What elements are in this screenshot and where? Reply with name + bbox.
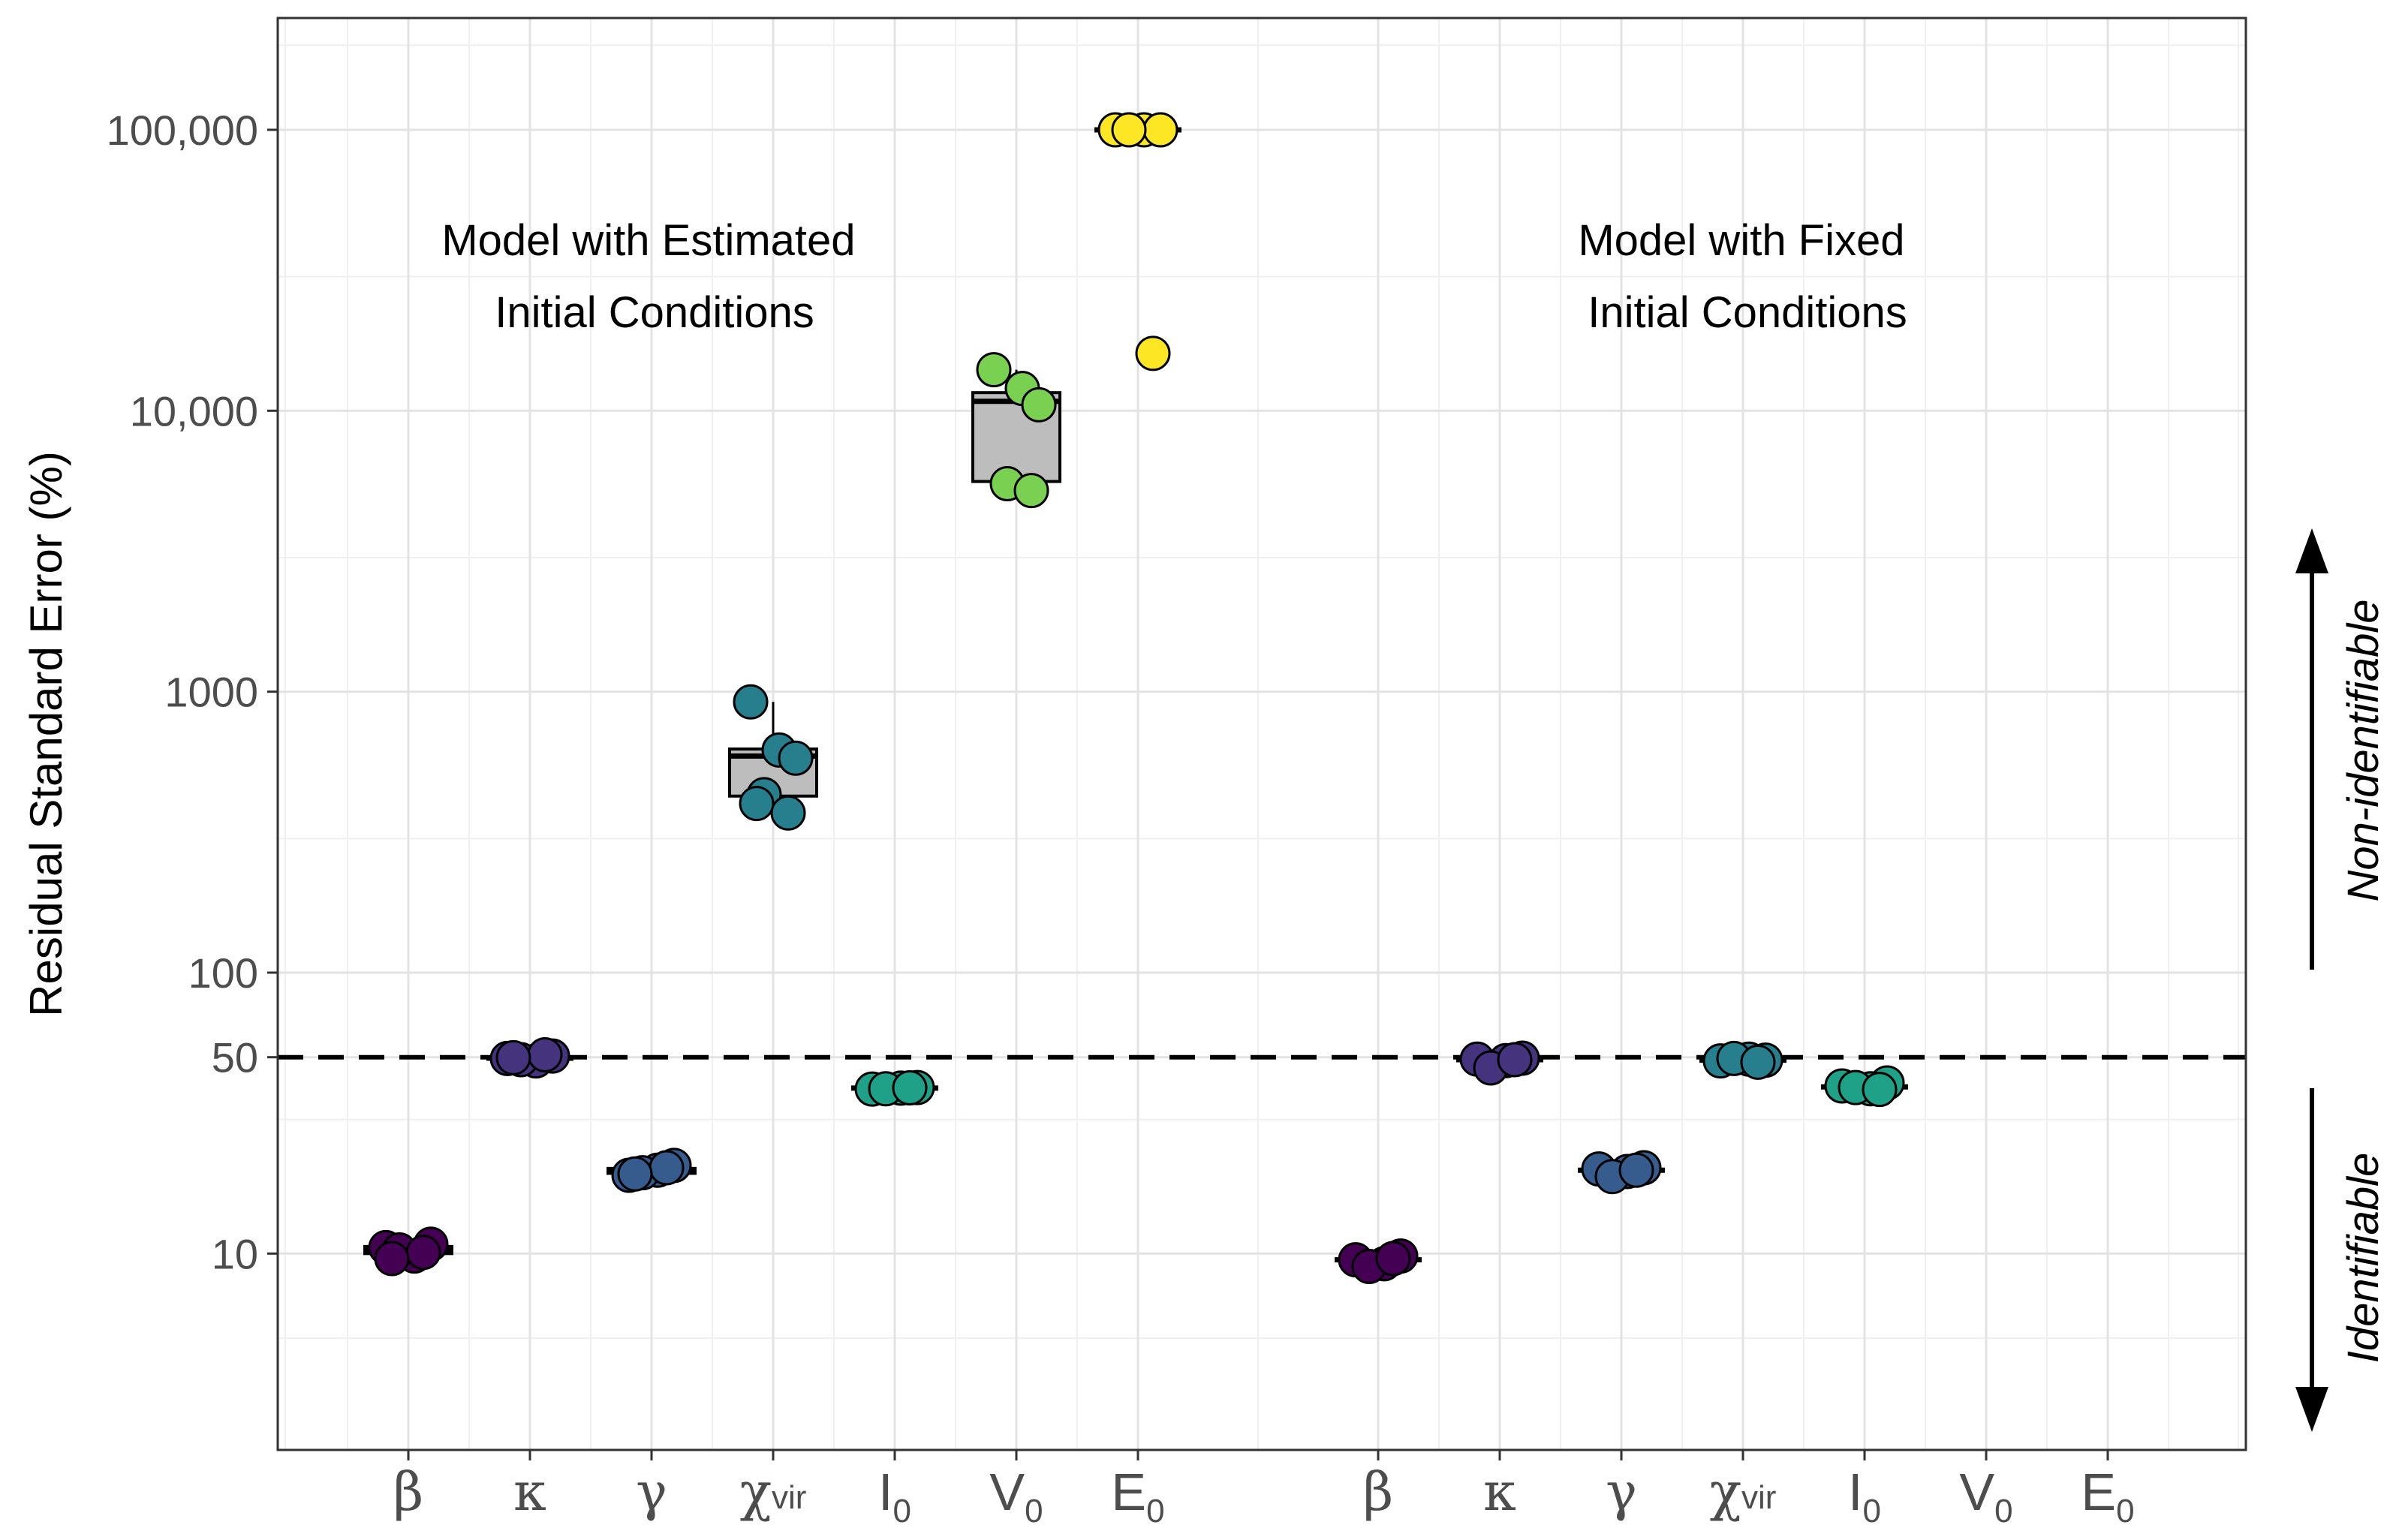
x-tick-label-est-v0: V0 (989, 1463, 1043, 1529)
data-point-est-chivir-0 (733, 684, 769, 720)
non-identifiable-label: Non-identifiable (2339, 599, 2388, 901)
identifiable-indicator: Identifiable (2295, 1088, 2388, 1432)
identifiable-label: Identifiable (2339, 1153, 2388, 1364)
data-point-fix-beta-4 (1375, 1241, 1411, 1277)
x-tick-label-fix-chivir: χvir (1710, 1461, 1777, 1523)
y-axis: 10 50 100 1000 10,000 100,000 (107, 107, 278, 1277)
data-point-est-chivir-5 (739, 786, 775, 822)
x-tick-label-est-gamma: γ (636, 1461, 667, 1523)
x-axis: β κ γ χvir I0 V0 E0 β κ γ χvir I0 V0 E0 (393, 1450, 2135, 1529)
y-tick-label-0: 10 (212, 1230, 258, 1277)
data-point-est-v0-0 (976, 352, 1012, 388)
plot-panel (278, 18, 2246, 1450)
data-point-est-v0-2 (1021, 387, 1057, 423)
data-point-est-kappa-4 (527, 1036, 563, 1072)
x-tick-label-est-kappa: κ (513, 1461, 546, 1523)
y-tick-label-5: 100,000 (107, 107, 258, 154)
data-point-est-i0-4 (892, 1070, 928, 1106)
x-tick-label-est-beta: β (393, 1461, 423, 1523)
point-layer (368, 112, 1905, 1284)
plot-border (276, 17, 2247, 1451)
data-point-est-e0-3 (1111, 112, 1147, 148)
data-point-fix-kappa-4 (1497, 1042, 1533, 1078)
annotation-estimated: Model with Estimated Initial Conditions (441, 216, 867, 337)
x-tick-label-fix-gamma: γ (1606, 1461, 1637, 1523)
annotation-estimated-line2: Initial Conditions (495, 288, 814, 337)
up-arrowhead-icon (2295, 528, 2328, 573)
annotation-fixed: Model with Fixed Initial Conditions (1578, 216, 1916, 337)
annotation-fixed-line2: Initial Conditions (1588, 288, 1907, 337)
annotation-fixed-line1: Model with Fixed (1578, 216, 1904, 265)
data-point-est-beta-4 (405, 1235, 441, 1271)
data-point-fix-gamma-4 (1618, 1152, 1654, 1188)
x-tick-label-fix-e0: E0 (2081, 1463, 2134, 1529)
x-tick-label-est-i0: I0 (878, 1463, 911, 1529)
data-point-est-gamma-5 (617, 1156, 653, 1192)
data-point-fix-i0-4 (1862, 1072, 1898, 1108)
data-point-fix-chivir-4 (1740, 1044, 1776, 1080)
data-point-est-chivir-4 (770, 795, 806, 831)
y-tick-label-3: 1000 (164, 669, 258, 716)
y-axis-label: Residual Standard Error (%) (21, 451, 71, 1017)
non-identifiable-indicator: Non-identifiable (2295, 528, 2388, 970)
x-tick-label-est-e0: E0 (1111, 1463, 1164, 1529)
y-tick-label-1: 50 (212, 1034, 258, 1081)
y-tick-label-4: 10,000 (130, 387, 258, 435)
data-point-est-kappa-5 (495, 1039, 531, 1075)
annotation-estimated-line1: Model with Estimated (441, 216, 855, 265)
x-tick-label-fix-beta: β (1363, 1461, 1393, 1523)
data-point-est-e0-4 (1135, 335, 1171, 371)
data-point-est-e0-2 (1142, 112, 1178, 148)
data-point-est-gamma-4 (649, 1150, 685, 1186)
x-tick-label-fix-i0: I0 (1848, 1463, 1881, 1529)
x-tick-label-fix-kappa: κ (1483, 1461, 1516, 1523)
down-arrowhead-icon (2295, 1387, 2328, 1432)
x-tick-label-est-chivir: χvir (740, 1461, 807, 1523)
y-tick-label-2: 100 (188, 949, 258, 997)
data-point-est-v0-4 (1013, 473, 1049, 509)
data-point-est-beta-5 (374, 1241, 410, 1277)
data-point-est-chivir-2 (778, 740, 814, 776)
x-tick-label-fix-v0: V0 (1959, 1463, 2012, 1529)
